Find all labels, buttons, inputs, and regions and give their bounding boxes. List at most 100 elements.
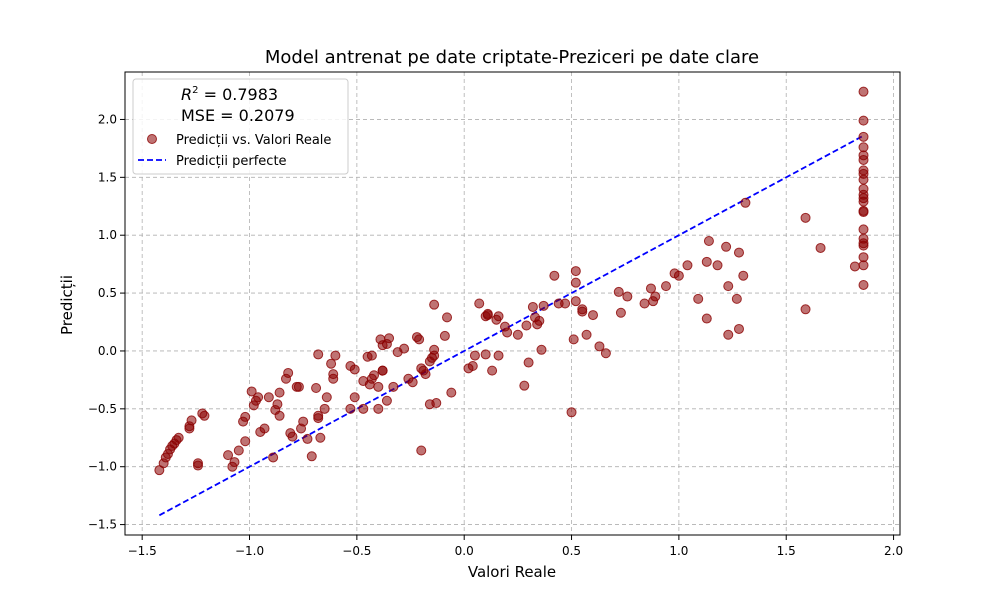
data-point	[414, 334, 425, 345]
data-point	[482, 310, 493, 321]
data-point	[373, 381, 384, 392]
data-point	[613, 286, 624, 297]
data-point	[263, 392, 274, 403]
data-point	[639, 298, 650, 309]
y-axis-label: Predicții	[58, 275, 76, 335]
axis-ticks: −1.5 −1.0 −0.5 0.0 0.5 1.0 1.5 2.0 −1.5 −1.0 −0.5 0…	[88, 112, 903, 558]
data-point	[740, 197, 751, 208]
data-point	[345, 403, 356, 414]
r2-value: = 0.7983	[199, 85, 279, 104]
data-point	[502, 327, 513, 338]
data-point	[429, 299, 440, 310]
y-tick-label: 2.0	[98, 112, 117, 126]
data-point	[321, 392, 332, 403]
data-point	[349, 364, 360, 375]
data-point	[650, 291, 661, 302]
data-point	[858, 131, 869, 142]
data-point	[549, 270, 560, 281]
data-point	[588, 310, 599, 321]
data-point	[849, 261, 860, 272]
data-point	[369, 370, 380, 381]
data-point	[439, 330, 450, 341]
data-point	[712, 260, 723, 271]
data-point	[283, 367, 294, 378]
data-point	[223, 450, 234, 461]
data-point	[330, 350, 341, 361]
data-point	[570, 296, 581, 307]
data-point	[731, 293, 742, 304]
data-point	[723, 281, 734, 292]
data-point	[442, 312, 453, 323]
data-point	[815, 242, 826, 253]
data-point	[319, 403, 330, 414]
data-point	[723, 329, 734, 340]
data-point	[384, 333, 395, 344]
legend-label-line: Predicții perfecte	[176, 154, 287, 169]
data-point	[306, 451, 317, 462]
data-point	[703, 235, 714, 246]
data-point	[474, 298, 485, 309]
data-point	[673, 270, 684, 281]
data-point	[858, 207, 869, 218]
data-point	[287, 431, 298, 442]
data-point	[420, 369, 431, 380]
data-point	[268, 452, 279, 463]
data-point	[738, 270, 749, 281]
data-point	[480, 349, 491, 360]
chart-title: Model antrenat pe date criptate-Prezicer…	[265, 47, 759, 68]
data-point	[328, 373, 339, 384]
y-tick-label: 0.5	[98, 286, 117, 300]
data-point	[377, 365, 388, 376]
r2-exponent: 2	[192, 85, 198, 96]
data-point	[519, 380, 530, 391]
data-point	[682, 260, 693, 271]
data-point	[173, 432, 184, 443]
data-point	[566, 407, 577, 418]
y-tick-label: 0.0	[98, 344, 117, 358]
x-tick-label: 0.5	[562, 544, 581, 558]
data-point	[381, 395, 392, 406]
data-point	[259, 423, 270, 434]
data-point	[293, 381, 304, 392]
data-point	[311, 382, 322, 393]
data-point	[326, 358, 337, 369]
data-point	[407, 377, 418, 388]
data-point	[358, 403, 369, 414]
data-point	[416, 445, 427, 456]
data-point	[800, 212, 811, 223]
data-point	[581, 329, 592, 340]
data-point	[313, 349, 324, 360]
data-point	[858, 196, 869, 207]
data-point	[233, 445, 244, 456]
x-tick-label: 1.0	[669, 544, 688, 558]
data-point	[240, 436, 251, 447]
mse-stat: MSE = 0.2079	[181, 106, 295, 125]
data-point	[615, 307, 626, 318]
data-point	[246, 386, 257, 397]
data-point	[858, 174, 869, 185]
data-point	[349, 392, 360, 403]
x-tick-label: 2.0	[884, 544, 903, 558]
data-point	[521, 320, 532, 331]
y-tick-label: −1.0	[88, 460, 117, 474]
data-point	[313, 413, 324, 424]
data-point	[534, 315, 545, 326]
data-point	[858, 224, 869, 235]
data-point	[858, 115, 869, 126]
data-point	[568, 334, 579, 345]
data-point	[302, 433, 313, 444]
data-point	[645, 283, 656, 294]
y-tick-label: 1.5	[98, 170, 117, 184]
data-point	[253, 392, 264, 403]
r2-stat: R2 = 0.7983	[181, 85, 278, 104]
legend: R2 = 0.7983 MSE = 0.2079 Predicții vs. V…	[132, 78, 349, 175]
data-point	[272, 399, 283, 410]
data-point	[660, 281, 671, 292]
data-point	[467, 361, 478, 372]
data-point	[523, 357, 534, 368]
data-point	[229, 457, 240, 468]
legend-label-scatter: Predicții vs. Valori Reale	[176, 133, 331, 148]
x-tick-label: −1.5	[128, 544, 157, 558]
x-tick-label: 1.5	[777, 544, 796, 558]
data-point	[446, 387, 457, 398]
